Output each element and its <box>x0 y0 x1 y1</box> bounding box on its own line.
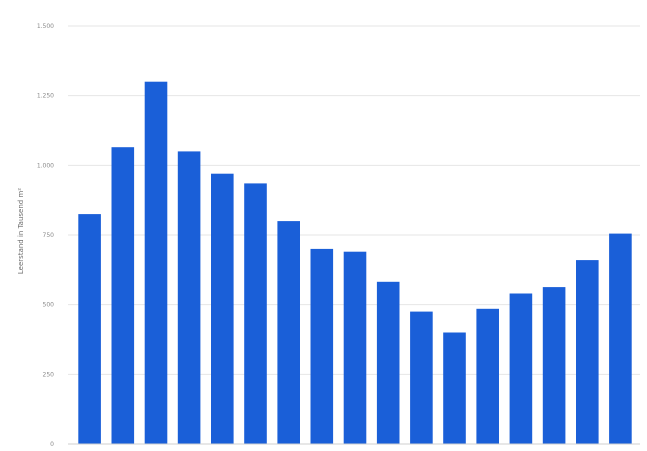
y-tick-label: 1.250 <box>37 93 54 100</box>
y-tick-label: 250 <box>43 371 55 378</box>
bar <box>310 248 334 444</box>
bar <box>376 281 400 444</box>
bar <box>343 251 367 444</box>
bar <box>177 151 201 444</box>
bar <box>111 147 135 444</box>
bar <box>144 81 168 444</box>
bar <box>410 311 433 444</box>
bar <box>78 214 101 444</box>
bar <box>277 221 300 444</box>
y-axis-label: Leerstand in Tausend m² <box>17 188 25 274</box>
bar <box>542 287 566 444</box>
bar <box>211 173 234 444</box>
bar <box>509 293 533 444</box>
bar <box>476 308 499 444</box>
bars <box>78 81 632 444</box>
y-tick-label: 1.500 <box>37 23 54 30</box>
y-tick-label: 1.000 <box>37 162 54 169</box>
bar <box>244 183 267 444</box>
bar <box>576 260 599 444</box>
bar <box>609 233 632 444</box>
y-axis-ticks: 0 250 500 750 1.000 1.250 1.500 <box>37 23 54 448</box>
y-tick-label: 0 <box>50 441 54 448</box>
y-tick-label: 750 <box>43 232 55 239</box>
bar <box>443 332 466 444</box>
y-tick-label: 500 <box>43 302 55 309</box>
